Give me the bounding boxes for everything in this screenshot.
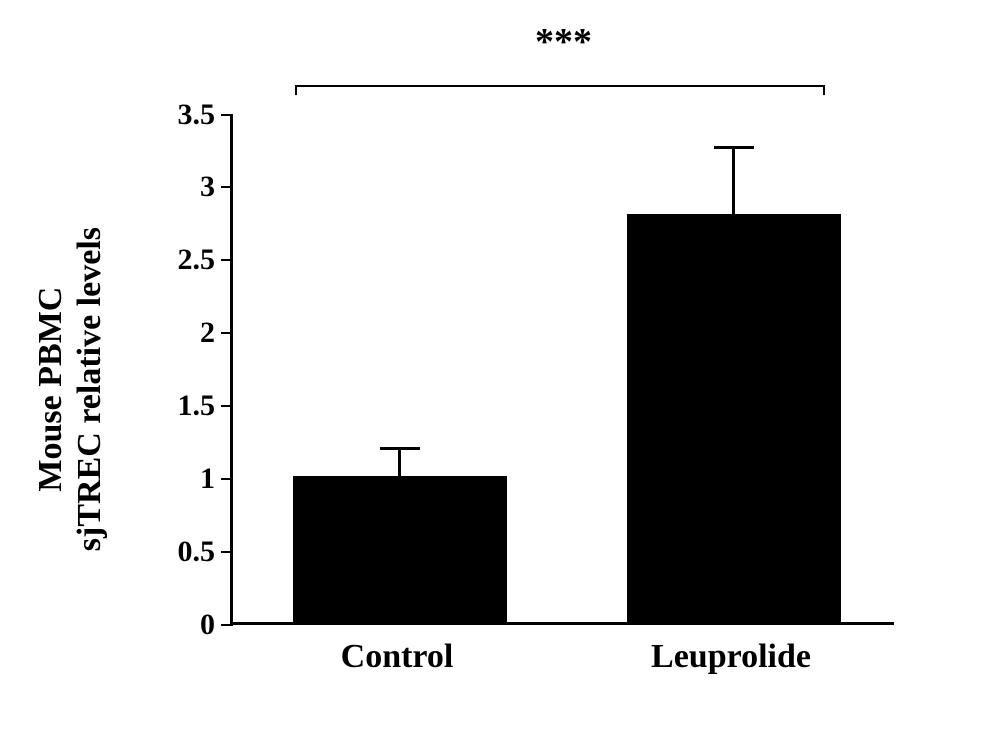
y-tick xyxy=(221,551,233,553)
y-tick-label: 1 xyxy=(200,462,215,496)
significance-label: *** xyxy=(535,20,592,64)
bar-control xyxy=(293,476,507,622)
x-label-control: Control xyxy=(341,638,454,676)
y-axis-label: Mouse PBMC sjTREC relative levels xyxy=(31,169,109,609)
y-tick-label: 3.5 xyxy=(178,98,216,132)
y-tick-label: 0 xyxy=(200,608,215,642)
y-tick xyxy=(221,405,233,407)
y-tick-label: 2 xyxy=(200,316,215,350)
error-cap-control xyxy=(380,447,420,450)
y-tick-label: 3 xyxy=(200,170,215,204)
bar-leuprolide xyxy=(627,214,841,622)
significance-bracket xyxy=(295,85,825,87)
y-tick-label: 0.5 xyxy=(178,535,216,569)
y-tick xyxy=(221,259,233,261)
error-line-control xyxy=(398,448,401,476)
chart-container: *** Mouse PBMC sjTREC relative levels 0 … xyxy=(140,40,940,690)
plot-area: 0 0.5 1 1.5 2 2.5 3 3.5 xyxy=(230,115,894,625)
y-tick xyxy=(221,624,233,626)
error-cap-leuprolide xyxy=(714,146,754,149)
significance-tick-left xyxy=(295,85,297,95)
y-tick-label: 2.5 xyxy=(178,243,216,277)
error-line-leuprolide xyxy=(732,147,735,214)
y-tick xyxy=(221,114,233,116)
y-tick xyxy=(221,186,233,188)
significance-tick-right xyxy=(823,85,825,95)
y-axis-label-line1: Mouse PBMC xyxy=(32,287,69,492)
y-tick xyxy=(221,332,233,334)
y-axis-label-line2: sjTREC relative levels xyxy=(71,227,108,551)
y-tick-label: 1.5 xyxy=(178,389,216,423)
y-tick xyxy=(221,478,233,480)
x-label-leuprolide: Leuprolide xyxy=(651,638,811,676)
